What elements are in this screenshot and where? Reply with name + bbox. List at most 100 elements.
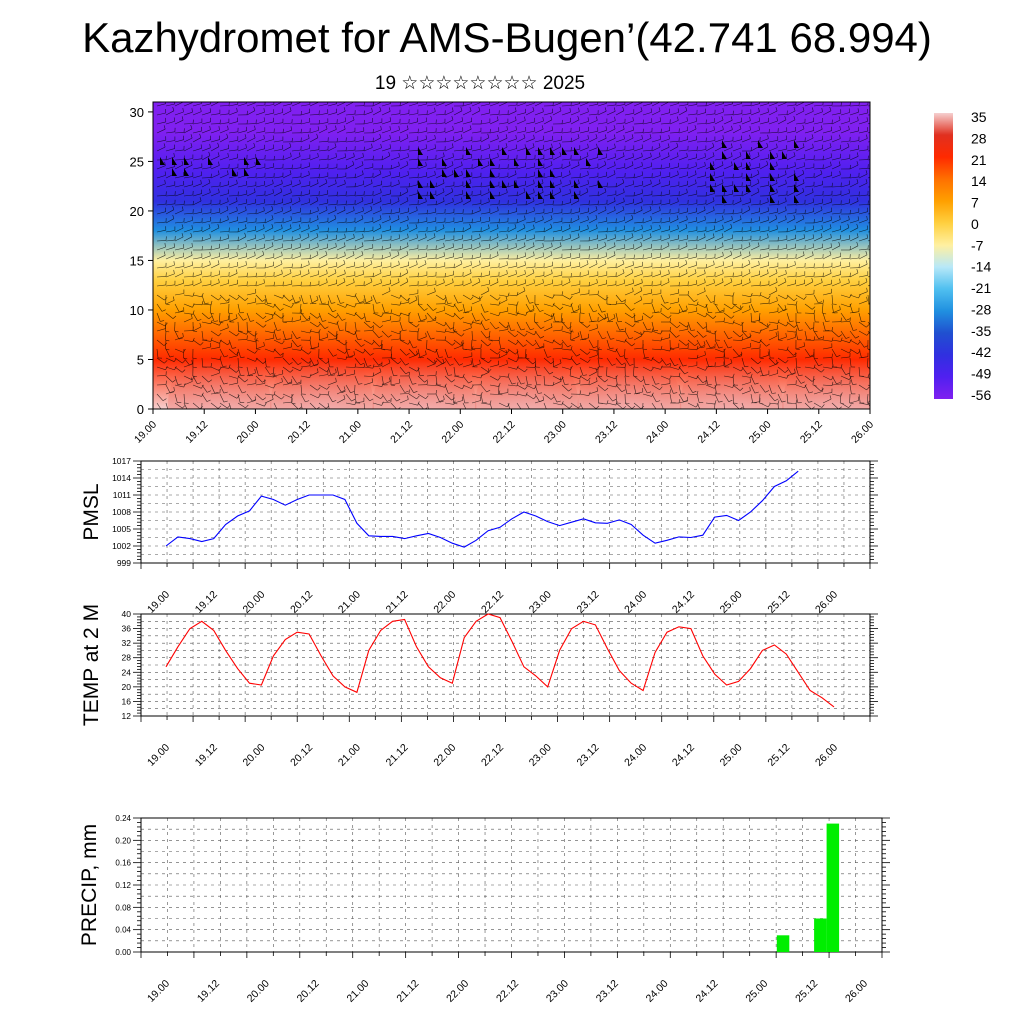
wind-barb [318,128,328,134]
wind-barb [633,184,643,188]
wind-barb-feather [363,110,365,115]
wind-barb-feather [595,134,598,139]
wind-barb [444,164,454,170]
wind-barb [183,146,193,152]
wind-barb [867,159,870,161]
wind-barb-feather [289,142,292,147]
wind-barb [390,113,400,116]
wind-barb [192,148,202,152]
wind-barb [615,129,625,134]
wind-barb [372,173,382,179]
wind-barb [849,164,859,170]
wind-barb [867,213,870,215]
wind-barb-feather [876,198,877,202]
wind-barb-feather [327,227,329,232]
wind-barb [192,122,202,125]
wind-barb-feather [218,126,220,131]
wind-barb-feather [766,160,769,165]
wind-barb-feather [182,189,184,194]
wind-barb-feather [660,164,662,169]
wind-barb [507,173,517,179]
wind-barb [669,146,679,152]
surface-heat-blob [577,343,682,409]
wind-barb-feather [217,152,220,157]
wind-barb-feather [613,125,616,130]
wind-barb [228,157,238,161]
wind-barb [822,130,832,134]
wind-barb-feather [533,188,535,193]
wind-barb-feather [642,119,644,124]
wind-barb-feather [181,116,184,121]
wind-barb-feather [595,215,598,219]
wind-barb [687,113,697,116]
wind-barb-feather [857,116,859,121]
wind-barb-feather [452,153,454,158]
wind-barb-feather [812,198,814,203]
wind-barb [678,192,688,197]
wind-barb [714,138,724,143]
wind-barb [813,209,823,215]
wind-barb [489,203,500,206]
wind-barb [507,211,517,215]
wind-barb [516,120,526,125]
wind-barb [705,155,715,161]
wind-barb [426,230,436,233]
wind-barb [579,211,589,215]
wind-barb [750,103,760,107]
wind-barb-feather [399,191,401,196]
wind-barb [606,230,616,233]
wind-barb [363,167,373,170]
wind-barb-feather [498,191,500,196]
wind-barb [453,130,463,134]
wind-barb [435,113,446,116]
wind-barb [651,121,661,125]
wind-barb [786,119,796,125]
wind-barb [615,182,625,188]
wind-barb [507,138,517,143]
wind-barb-feather [578,107,580,112]
wind-barb-feather [524,116,526,121]
wind-barb-feather [300,119,302,124]
wind-barb [462,128,472,134]
wind-barb [165,121,175,125]
wind-barb-feather [641,171,643,176]
wind-barb-feather [389,215,391,220]
wind-barb [795,157,805,161]
wind-barb [192,230,202,233]
wind-barb-feather [622,125,625,130]
wind-barb [336,183,346,188]
wind-barb [444,156,454,161]
wind-barb [822,139,832,143]
wind-barb [813,202,823,206]
wind-barb-feather [325,125,328,130]
wind-barb-feather [452,197,454,202]
wind-barb-feather [227,170,229,175]
wind-barb [462,200,472,206]
wind-barb-feather [209,108,211,113]
wind-barb [786,139,796,143]
wind-barb-feather [749,126,751,131]
wind-barb [867,176,870,179]
wind-barb [678,219,688,224]
wind-barb [228,210,238,215]
wind-barb [273,202,283,206]
wind-barb [633,221,644,224]
wind-barb-feather [533,224,535,229]
wind-barb [255,210,265,215]
wind-barb [588,131,598,134]
wind-barb-feather [218,170,220,175]
wind-barb [408,140,418,143]
wind-barb [408,113,418,116]
wind-barb [678,110,688,116]
wind-barb [156,139,166,143]
wind-barb [390,129,400,134]
wind-barb [219,122,229,125]
wind-barb [570,164,580,170]
wind-barb-feather [606,102,607,104]
wind-barb [192,158,202,161]
wind-barb [192,167,202,170]
wind-barb-feather [336,227,338,232]
wind-barb-feather [434,107,436,112]
wind-barb-feather [200,144,202,149]
wind-barb [696,219,706,224]
